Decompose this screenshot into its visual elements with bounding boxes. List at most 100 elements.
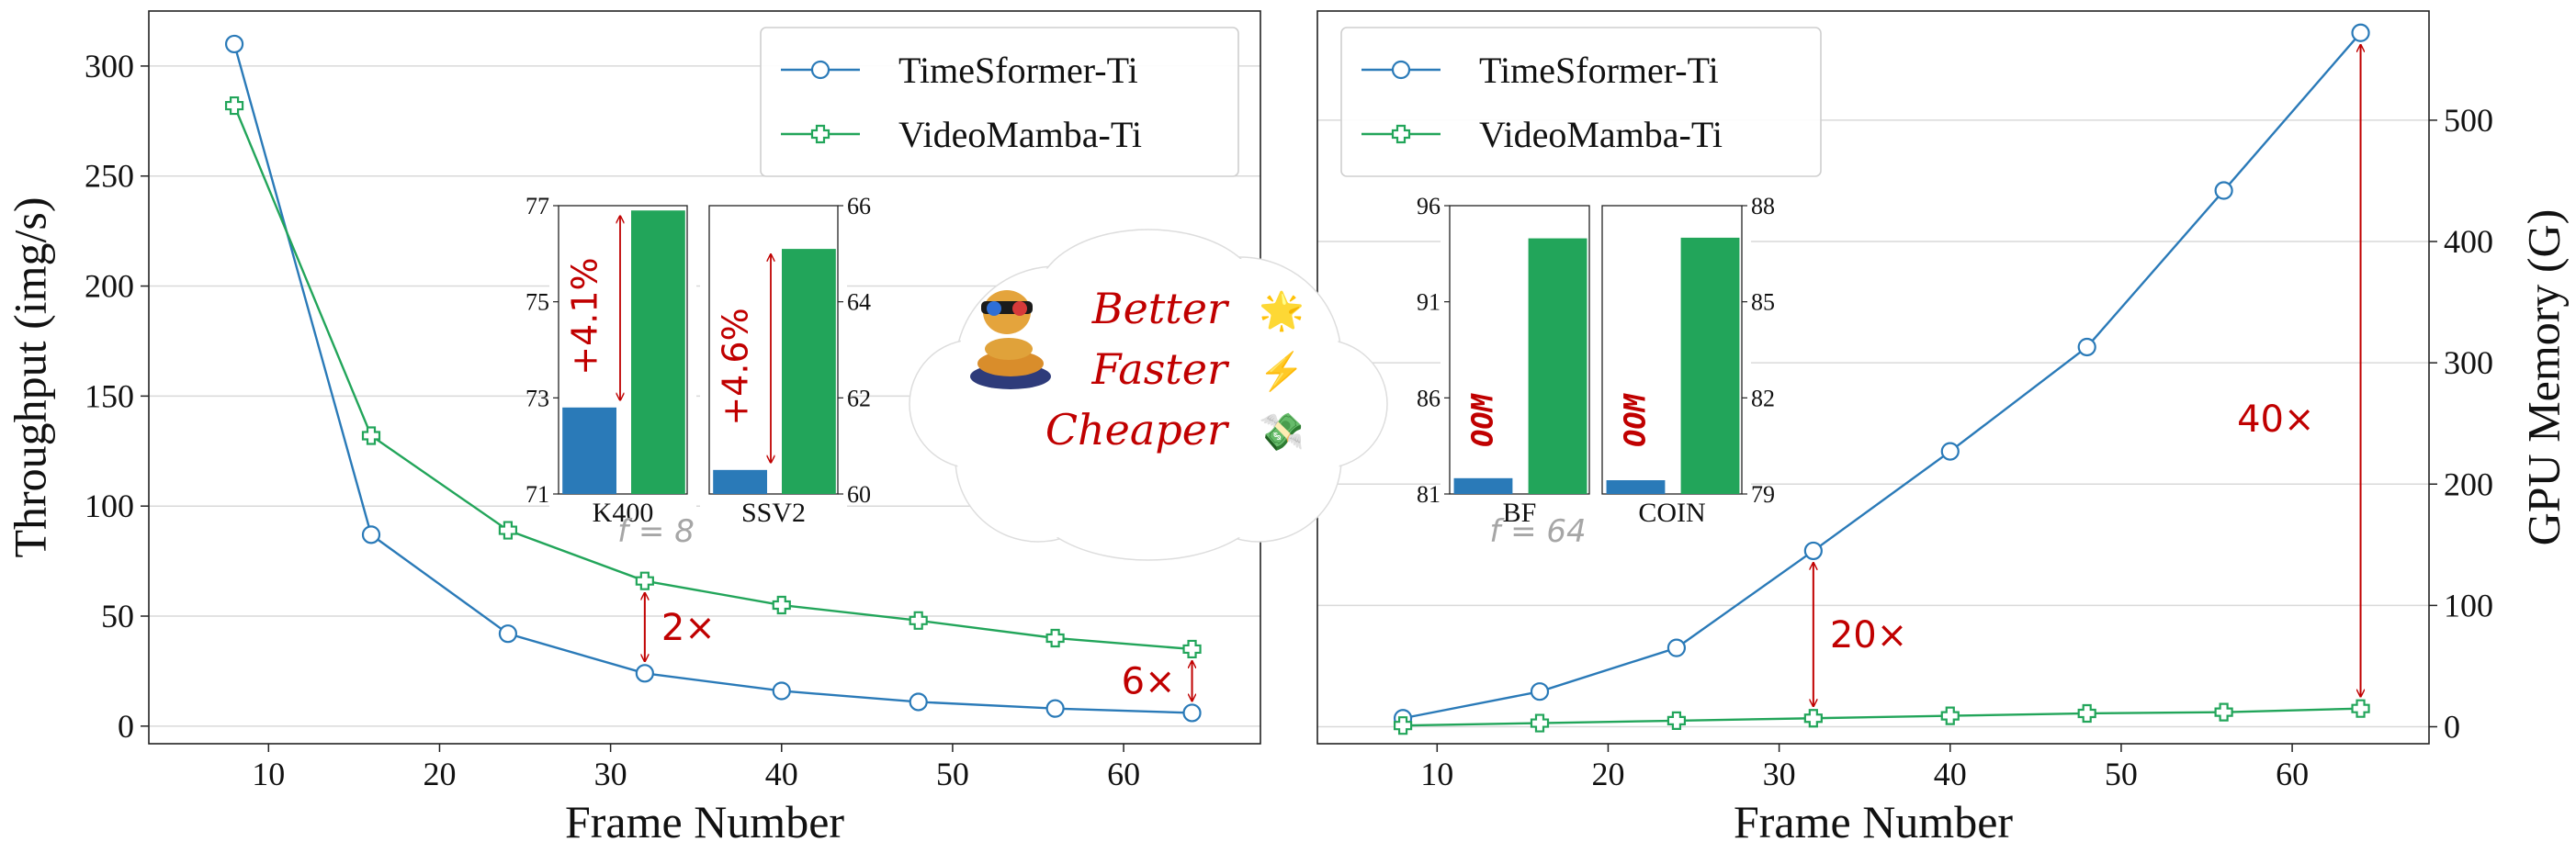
ratio-label: 6×	[1122, 661, 1176, 703]
inset-bar-chart-coin: 79 82 85 88 COIN OOM	[1593, 193, 1775, 528]
data-point	[772, 595, 791, 615]
legend-label: TimeSformer-Ti	[898, 50, 1138, 91]
inset-x-label: BF	[1503, 498, 1537, 528]
improvement-label: +4.1%	[565, 257, 605, 375]
inset-y-tick-label: 85	[1751, 289, 1775, 316]
frame-count-note: f = 64	[1489, 513, 1586, 550]
inset-x-label: COIN	[1638, 498, 1705, 528]
inset-y-tick-label: 86	[1417, 385, 1441, 411]
legend-marker	[810, 124, 830, 144]
lightning-icon: ⚡	[1259, 350, 1305, 393]
y-axis-label: GPU Memory (G)	[2517, 209, 2569, 546]
frame-count-note: f = 8	[617, 513, 695, 550]
inset-y-tick-label: 60	[847, 481, 871, 508]
mascot-lens	[1012, 301, 1027, 316]
data-point	[1045, 628, 1065, 648]
x-tick-label: 60	[2276, 756, 2309, 792]
series-line-videomamba-ti	[1403, 707, 2361, 727]
inset-y-tick-label: 71	[525, 481, 549, 508]
x-tick-label: 40	[1934, 756, 1967, 792]
data-point	[909, 692, 928, 712]
y-tick-label: 400	[2444, 223, 2493, 260]
mascot-lens	[987, 301, 1001, 316]
improvement-label: +4.6%	[716, 308, 756, 425]
inset-y-tick-label: 66	[847, 193, 871, 219]
data-point	[361, 525, 381, 544]
y-tick-label: 250	[85, 158, 134, 195]
slogan-line: Better	[1091, 284, 1230, 333]
legend-box	[760, 27, 1239, 177]
cloud-fill	[1040, 231, 1257, 356]
data-point	[1045, 699, 1065, 718]
bar-timesformer	[562, 407, 616, 494]
x-tick-label: 30	[594, 756, 627, 792]
inset-y-tick-label: 91	[1417, 289, 1441, 316]
data-point	[1940, 442, 1960, 461]
data-point	[498, 624, 518, 644]
inset-y-tick-label: 82	[1751, 385, 1775, 411]
snake-mascot-icon	[970, 290, 1051, 389]
inset-bar-chart-k400: 71 73 75 77 K400 +4.1%	[525, 193, 696, 528]
bar-videomamba	[782, 249, 836, 494]
x-axis-label: Frame Number	[565, 796, 844, 847]
x-tick-label: 10	[252, 756, 285, 792]
legend-marker	[1391, 124, 1411, 144]
bar-timesformer	[1606, 480, 1666, 494]
data-point	[635, 664, 654, 683]
inset-y-tick-label: 96	[1417, 193, 1441, 219]
data-point	[1666, 638, 1687, 657]
y-tick-label: 200	[85, 268, 134, 305]
chart-panel-1: 10 20 30 40 50 60 0 50 100 150 200 250 300 Frame Numb…	[4, 10, 1261, 847]
legend-marker	[810, 60, 830, 80]
data-point	[1666, 711, 1687, 730]
x-axis-label: Frame Number	[1734, 796, 2013, 847]
bar-videomamba	[631, 210, 685, 494]
inset-y-tick-label: 75	[525, 289, 549, 316]
inset-y-tick-label: 88	[1751, 193, 1775, 219]
legend-label: VideoMamba-Ti	[1479, 114, 1723, 155]
x-tick-label: 60	[1107, 756, 1140, 792]
inset-y-tick-label: 64	[847, 289, 871, 316]
chart-panel-2: 10 20 30 40 50 60 0 100 200 300 400 500 Frame Number…	[1316, 10, 2569, 847]
data-point	[1530, 713, 1550, 733]
series-line-videomamba-ti	[232, 105, 1192, 651]
data-point	[2214, 181, 2233, 200]
money-icon: 💸	[1259, 411, 1305, 453]
y-tick-label: 300	[85, 48, 134, 84]
data-point	[224, 95, 244, 116]
inset-y-tick-label: 77	[525, 193, 549, 219]
y-tick-label: 100	[85, 488, 134, 524]
data-point	[361, 426, 381, 445]
data-point	[1940, 706, 1960, 725]
legend-label: TimeSformer-Ti	[1479, 50, 1719, 91]
data-point	[2351, 699, 2370, 718]
data-point	[2214, 702, 2233, 722]
slogan-cloud: Better 🌟 Faster ⚡ Cheaper 💸	[909, 229, 1388, 561]
bar-timesformer	[1453, 477, 1513, 494]
bar-timesformer	[713, 469, 767, 494]
inset-y-tick-label: 81	[1417, 481, 1441, 508]
inset-bar-chart-ssv2: 60 62 64 66 SSV2 +4.6%	[700, 193, 871, 528]
mascot-coil	[985, 338, 1033, 360]
ratio-label: 20×	[1830, 614, 1907, 656]
x-tick-label: 50	[2105, 756, 2138, 792]
cloud-fill	[1031, 433, 1266, 558]
slogan-line: Faster	[1090, 344, 1230, 394]
data-point	[635, 571, 654, 590]
legend: TimeSformer-Ti VideoMamba-Ti	[1340, 27, 1822, 177]
inset-y-tick-label: 73	[525, 385, 549, 411]
inset-y-tick-label: 62	[847, 385, 871, 411]
data-point	[1393, 716, 1413, 735]
y-tick-label: 200	[2444, 466, 2493, 502]
y-tick-label: 150	[85, 377, 134, 414]
bar-videomamba	[1528, 238, 1587, 494]
x-tick-label: 50	[936, 756, 969, 792]
data-point	[224, 34, 244, 54]
data-point	[1803, 709, 1823, 728]
data-point	[1803, 541, 1823, 561]
y-tick-label: 50	[101, 598, 134, 634]
inset-x-label: SSV2	[741, 498, 806, 528]
slogan-line: Cheaper	[1045, 405, 1230, 454]
series-line-timesformer-ti	[232, 43, 1192, 714]
